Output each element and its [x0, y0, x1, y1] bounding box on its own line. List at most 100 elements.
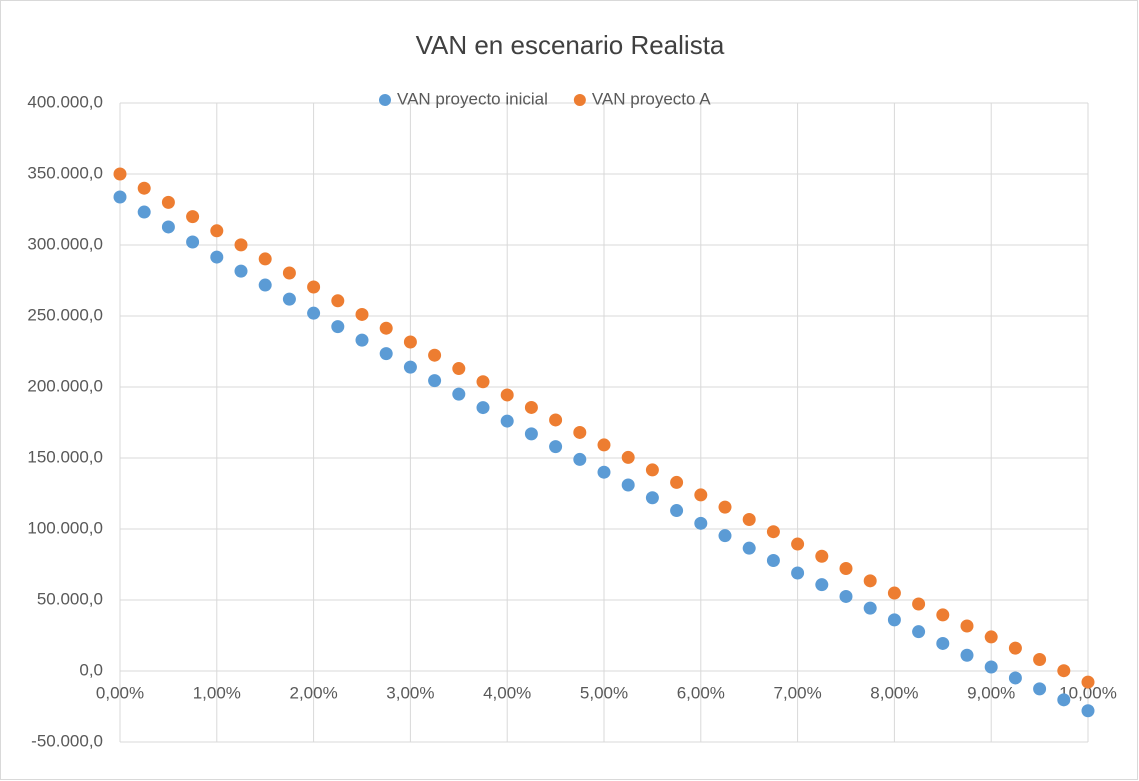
y-tick-label: 200.000,0	[27, 376, 103, 395]
marker	[718, 529, 732, 543]
legend-marker	[379, 94, 391, 106]
marker	[597, 438, 611, 452]
marker	[186, 235, 200, 249]
x-tick-label: 3,00%	[386, 683, 434, 702]
marker	[524, 400, 538, 414]
x-tick-label: 7,00%	[773, 683, 821, 702]
x-tick-label: 5,00%	[580, 683, 628, 702]
marker	[428, 374, 442, 388]
marker	[694, 516, 708, 530]
marker	[161, 195, 175, 209]
marker	[742, 512, 756, 526]
marker	[960, 619, 974, 633]
marker	[839, 589, 853, 603]
y-tick-label: 0,0	[79, 660, 103, 679]
marker	[1081, 704, 1095, 718]
y-tick-label: 350.000,0	[27, 163, 103, 182]
x-tick-label: 9,00%	[967, 683, 1015, 702]
marker	[1033, 652, 1047, 666]
legend-label: VAN proyecto inicial	[397, 89, 548, 108]
marker	[573, 425, 587, 439]
x-tick-label: 10,00%	[1059, 683, 1117, 702]
marker	[936, 636, 950, 650]
y-tick-label: 150.000,0	[27, 447, 103, 466]
marker	[161, 220, 175, 234]
marker	[210, 224, 224, 238]
marker	[210, 250, 224, 264]
marker	[355, 307, 369, 321]
marker	[1081, 675, 1095, 689]
marker	[234, 264, 248, 278]
marker	[403, 360, 417, 374]
marker	[428, 348, 442, 362]
marker	[863, 574, 877, 588]
marker	[1057, 693, 1071, 707]
marker	[452, 362, 466, 376]
marker	[524, 427, 538, 441]
marker	[1008, 641, 1022, 655]
marker	[621, 450, 635, 464]
marker	[137, 205, 151, 219]
marker	[960, 648, 974, 662]
x-tick-label: 1,00%	[193, 683, 241, 702]
marker	[186, 210, 200, 224]
marker	[839, 561, 853, 575]
marker	[936, 608, 950, 622]
y-tick-label: -50.000,0	[31, 731, 103, 750]
y-tick-label: 250.000,0	[27, 305, 103, 324]
marker	[573, 452, 587, 466]
marker	[258, 252, 272, 266]
marker	[815, 578, 829, 592]
marker	[742, 541, 756, 555]
marker	[476, 375, 490, 389]
marker	[1033, 682, 1047, 696]
marker	[137, 181, 151, 195]
marker	[452, 387, 466, 401]
marker	[379, 321, 393, 335]
marker	[234, 238, 248, 252]
marker	[863, 601, 877, 615]
marker	[307, 306, 321, 320]
marker	[403, 335, 417, 349]
marker	[113, 190, 127, 204]
marker	[912, 625, 926, 639]
marker	[355, 333, 369, 347]
marker	[282, 266, 296, 280]
marker	[815, 549, 829, 563]
y-tick-label: 300.000,0	[27, 234, 103, 253]
marker	[500, 414, 514, 428]
y-tick-label: 50.000,0	[37, 589, 103, 608]
marker	[258, 278, 272, 292]
marker	[597, 465, 611, 479]
legend-marker	[573, 94, 586, 106]
marker	[549, 440, 563, 454]
x-tick-label: 6,00%	[677, 683, 725, 702]
marker	[912, 597, 926, 611]
x-tick-label: 2,00%	[289, 683, 337, 702]
marker	[500, 388, 514, 402]
marker	[718, 500, 732, 514]
marker	[307, 280, 321, 294]
marker	[549, 413, 563, 427]
marker	[670, 504, 684, 518]
marker	[670, 475, 684, 489]
marker	[791, 566, 805, 580]
marker	[984, 630, 998, 644]
x-tick-label: 4,00%	[483, 683, 531, 702]
marker	[694, 488, 708, 502]
y-tick-label: 400.000,0	[27, 92, 103, 111]
marker	[1057, 664, 1071, 678]
marker	[791, 537, 805, 551]
marker	[887, 613, 901, 627]
marker	[379, 347, 393, 361]
marker	[887, 586, 901, 600]
marker	[282, 292, 296, 306]
marker	[766, 525, 780, 539]
marker	[621, 478, 635, 492]
marker	[331, 320, 345, 334]
marker	[1008, 671, 1022, 685]
y-tick-label: 100.000,0	[27, 518, 103, 537]
marker	[645, 491, 659, 505]
